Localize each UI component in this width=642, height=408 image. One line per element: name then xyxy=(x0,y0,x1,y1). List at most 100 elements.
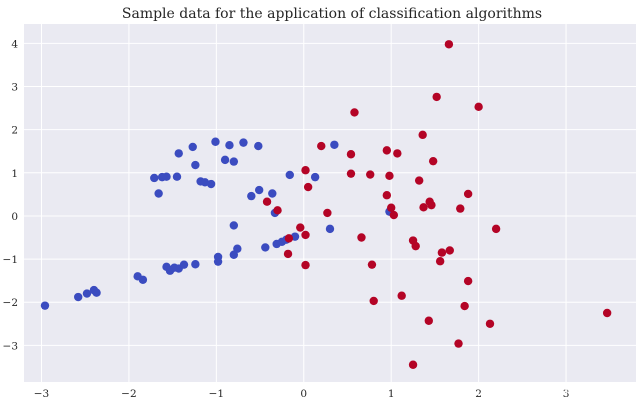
blue-point xyxy=(285,170,294,180)
red-point xyxy=(474,102,483,112)
red-point xyxy=(367,260,377,269)
x-tick-label: −3 xyxy=(34,388,49,400)
red-point xyxy=(454,339,463,348)
red-point xyxy=(460,301,469,311)
blue-point xyxy=(239,138,248,147)
y-tick-label: 1 xyxy=(11,168,18,180)
red-point xyxy=(408,360,418,369)
red-point xyxy=(397,291,406,300)
x-tick-label: 0 xyxy=(300,388,307,400)
blue-point xyxy=(247,191,256,201)
blue-point xyxy=(310,172,320,182)
x-tick-label: 1 xyxy=(388,388,395,400)
blue-point xyxy=(330,140,339,149)
blue-point xyxy=(211,137,220,146)
blue-point xyxy=(254,185,264,195)
red-point xyxy=(463,276,473,286)
y-axis-tick-labels: −3 −2 −1 0 1 2 3 4 xyxy=(3,38,19,352)
grid-lines xyxy=(24,24,636,382)
red-point xyxy=(389,210,399,220)
y-tick-label: 4 xyxy=(11,38,18,50)
blue-point xyxy=(325,224,335,234)
blue-point xyxy=(220,155,230,165)
blue-point xyxy=(40,301,50,310)
red-point xyxy=(418,130,427,140)
series-red-points xyxy=(262,40,612,369)
red-point xyxy=(437,248,447,257)
red-point xyxy=(393,149,402,158)
red-point xyxy=(602,308,612,318)
red-point xyxy=(346,169,356,178)
red-point xyxy=(456,204,465,213)
y-tick-label: −1 xyxy=(3,254,18,266)
x-tick-label: 3 xyxy=(563,388,570,400)
red-point xyxy=(427,200,436,210)
y-tick-label: 2 xyxy=(11,125,18,137)
red-point xyxy=(366,170,375,179)
red-point xyxy=(445,246,454,255)
blue-point xyxy=(188,142,197,152)
red-point xyxy=(284,234,294,243)
blue-point xyxy=(150,173,159,183)
red-point xyxy=(283,249,293,259)
red-point xyxy=(435,257,445,266)
red-point xyxy=(301,166,310,175)
red-point xyxy=(387,203,396,212)
blue-point xyxy=(179,260,189,269)
x-axis-tick-labels: −3 −2 −1 0 1 2 3 xyxy=(34,388,570,400)
red-point xyxy=(262,197,272,206)
blue-point xyxy=(268,189,277,198)
red-point xyxy=(385,171,394,181)
watermark-text: https://blog.csdn.net/Linli522362242 xyxy=(395,384,635,399)
red-point xyxy=(323,208,332,218)
blue-point xyxy=(191,260,200,269)
blue-point xyxy=(172,172,182,181)
blue-point xyxy=(138,275,148,284)
blue-point xyxy=(229,157,239,166)
red-point xyxy=(419,203,428,212)
red-point xyxy=(382,146,392,155)
red-point xyxy=(301,230,310,240)
red-point xyxy=(432,92,441,102)
y-tick-label: −3 xyxy=(3,340,18,352)
x-tick-label: 2 xyxy=(475,388,482,400)
red-point xyxy=(296,223,305,232)
red-point xyxy=(485,319,495,328)
x-tick-label: −1 xyxy=(209,388,224,400)
blue-point xyxy=(225,141,234,150)
red-point xyxy=(424,316,433,325)
y-tick-label: 0 xyxy=(11,211,18,223)
red-point xyxy=(273,206,282,215)
blue-point xyxy=(92,288,101,297)
blue-point xyxy=(206,179,216,189)
red-point xyxy=(491,224,501,234)
red-point xyxy=(346,150,356,159)
blue-point xyxy=(213,257,223,266)
red-point xyxy=(369,296,378,306)
y-tick-label: 3 xyxy=(11,82,18,94)
y-tick-label: −2 xyxy=(3,297,18,309)
blue-point xyxy=(233,244,242,253)
blue-point xyxy=(82,289,92,298)
x-tick-label: −2 xyxy=(121,388,136,400)
red-point xyxy=(428,156,438,166)
blue-point xyxy=(191,160,200,170)
red-point xyxy=(382,191,392,200)
chart-title: Sample data for the application of class… xyxy=(122,6,542,22)
red-point xyxy=(301,260,310,270)
red-point xyxy=(414,176,424,185)
red-point xyxy=(463,189,473,199)
red-point xyxy=(444,40,454,49)
plot-area xyxy=(24,24,636,382)
blue-point xyxy=(157,172,167,182)
blue-point xyxy=(154,189,163,198)
red-point xyxy=(411,241,420,251)
blue-point xyxy=(74,292,83,302)
blue-point xyxy=(261,243,270,252)
blue-point xyxy=(229,221,239,230)
red-point xyxy=(350,108,359,117)
red-point xyxy=(357,233,366,242)
red-point xyxy=(303,182,313,192)
blue-point xyxy=(174,149,183,158)
